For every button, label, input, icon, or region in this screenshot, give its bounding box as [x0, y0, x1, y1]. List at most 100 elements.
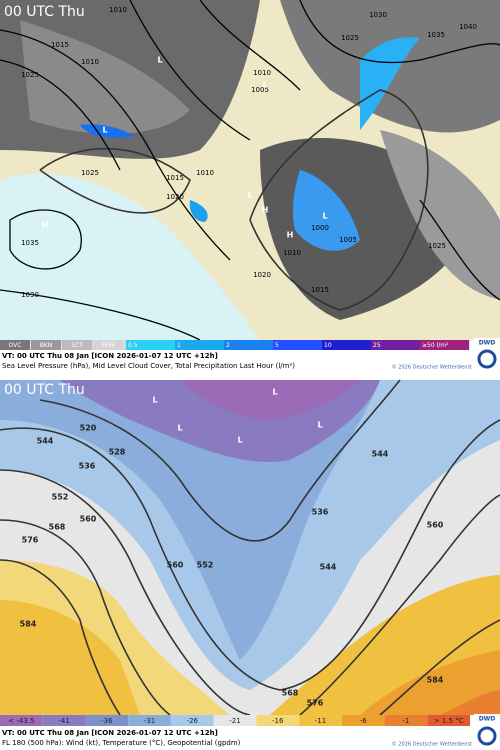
- pressure-center: L: [157, 56, 162, 65]
- legend-label: -31: [144, 717, 155, 725]
- isobar-label: 1005: [339, 236, 357, 244]
- geopotential-label: 584: [427, 676, 444, 685]
- legend-swatch: [42, 715, 86, 726]
- logo-icon: [477, 349, 497, 369]
- isobar-label: 1030: [21, 291, 39, 299]
- pressure-center: H: [42, 221, 49, 230]
- copyright: © 2026 Deutscher Wetterdienst: [392, 364, 472, 371]
- legend-label: > 1.5 °C: [434, 717, 464, 725]
- legend-swatch: [128, 715, 171, 726]
- isobar-label: 1010: [283, 249, 301, 257]
- legend-label: -11: [315, 717, 326, 725]
- geopotential-label: 560: [167, 561, 184, 570]
- legend-swatch: [371, 340, 420, 350]
- legend-label: -26: [187, 717, 199, 725]
- isobar-label: 1010: [109, 6, 127, 14]
- legend-label: 2: [226, 342, 230, 349]
- legend-label: 5: [275, 342, 279, 349]
- legend-swatch: [0, 715, 43, 726]
- isobar-label: 1030: [369, 11, 387, 19]
- time-label: 00 UTC Thu: [4, 382, 85, 398]
- copyright: © 2026 Deutscher Wetterdienst: [392, 741, 472, 748]
- legend-label: FEW: [101, 342, 114, 349]
- legend-swatch: [384, 715, 428, 726]
- geopotential-label: 528: [109, 448, 126, 457]
- legend-label: 1: [177, 342, 181, 349]
- description: FL 180 (500 hPa): Wind (kt), Temperature…: [2, 739, 241, 747]
- legend-label: < -43.5: [8, 717, 34, 725]
- geopotential-label: 520: [80, 424, 97, 433]
- isobar-label: 1025: [81, 169, 99, 177]
- pressure-center: L: [322, 212, 327, 221]
- isobar-label: 1010: [81, 58, 99, 66]
- isobar-label: 1010: [196, 169, 214, 177]
- pressure-center: L: [177, 424, 182, 433]
- legend-swatch: [126, 340, 175, 350]
- pressure-center: L: [247, 191, 252, 200]
- geopotential-label: 576: [307, 699, 324, 708]
- legend-swatch: [175, 340, 224, 350]
- legend-label: -36: [101, 717, 113, 725]
- legend-label: ≥50 l/m²: [422, 342, 449, 349]
- legend-swatch: [299, 715, 342, 726]
- isobar-label: 1015: [51, 41, 69, 49]
- isobar-label: 1015: [166, 174, 184, 182]
- valid-time: VT: 00 UTC Thu 08 Jan [ICON 2026-01-07 1…: [2, 352, 218, 360]
- isobar-label: 1025: [341, 34, 359, 42]
- legend-swatch: [213, 715, 257, 726]
- isobar-label: 1020: [166, 193, 184, 201]
- pressure-center: L: [102, 126, 107, 135]
- legend-swatch: [93, 340, 123, 350]
- legend-label: 25: [373, 342, 381, 349]
- description: Sea Level Pressure (hPa), Mid Level Clou…: [2, 362, 295, 370]
- geopotential-label: 560: [80, 515, 97, 524]
- geopotential-label: 568: [49, 523, 66, 532]
- isobar-label: 1020: [253, 271, 271, 279]
- pressure-center: L: [237, 436, 242, 445]
- geopotential-label: 536: [312, 508, 329, 517]
- logo: DWD: [479, 716, 496, 723]
- geopotential-label: 576: [22, 536, 39, 545]
- legend-swatch: [256, 715, 300, 726]
- legend-label: -41: [58, 717, 69, 725]
- legend-label: OVC: [9, 342, 22, 349]
- legend-swatch: [224, 340, 273, 350]
- legend-swatch: [0, 340, 30, 350]
- geopotential-label: 552: [52, 493, 69, 502]
- legend-label: -16: [272, 717, 284, 725]
- pressure-center: H: [287, 231, 294, 240]
- isobar-label: 1025: [428, 242, 446, 250]
- isobar-label: 1005: [251, 86, 269, 94]
- legend-label: 10: [324, 342, 332, 349]
- geopotential-label: 544: [320, 563, 337, 572]
- legend-swatch: [31, 340, 61, 350]
- legend-swatch: [341, 715, 385, 726]
- isobar-label: 1040: [459, 23, 477, 31]
- legend-label: -1: [402, 717, 409, 725]
- pressure-center: L: [272, 388, 277, 397]
- geopotential-label: 560: [427, 521, 444, 530]
- pressure-center: L: [152, 396, 157, 405]
- logo: DWD: [479, 340, 496, 347]
- legend-swatch: [85, 715, 129, 726]
- legend-label: BKN: [40, 342, 53, 349]
- geopotential-label: 568: [282, 689, 299, 698]
- legend-label: 0.5: [128, 342, 138, 349]
- pressure-center: L: [262, 81, 267, 90]
- isobar-label: 1035: [427, 31, 445, 39]
- legend-label: -6: [360, 717, 368, 725]
- legend-swatch: [170, 715, 214, 726]
- geopotential-label: 544: [37, 437, 54, 446]
- legend-swatch: [62, 340, 92, 350]
- logo-icon: [477, 726, 497, 746]
- isobar-label: 1000: [311, 224, 329, 232]
- isobar-label: 1015: [311, 286, 329, 294]
- top-map: [0, 0, 500, 341]
- isobar-label: 1035: [21, 239, 39, 247]
- geopotential-label: 584: [20, 620, 37, 629]
- legend-swatch: [427, 715, 470, 726]
- geopotential-label: 544: [372, 450, 389, 459]
- legend-label: SCT: [71, 342, 83, 349]
- legend-label: -21: [229, 717, 240, 725]
